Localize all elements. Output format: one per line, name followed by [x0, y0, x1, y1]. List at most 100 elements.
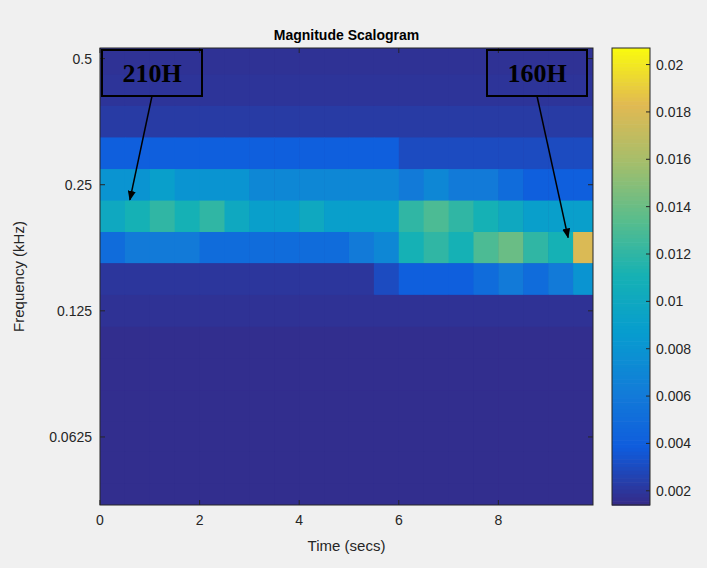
colorbar-swatch [612, 334, 650, 338]
colorbar-swatch [612, 379, 650, 383]
colorbar-swatch [612, 326, 650, 330]
cell [324, 263, 349, 295]
cell [324, 484, 349, 505]
colorbar-swatch [612, 117, 650, 121]
cell [374, 484, 399, 505]
colorbar-swatch [612, 82, 650, 86]
cell [224, 232, 249, 264]
colorbar-swatch [612, 197, 650, 201]
colorbar-swatch [612, 242, 650, 246]
cell [324, 106, 349, 138]
cell [324, 327, 349, 359]
colorbar-swatch [612, 174, 650, 178]
cell [249, 359, 274, 391]
colorbar-tick-label: 0.02 [656, 57, 683, 73]
colorbar-swatch [612, 113, 650, 117]
cell [224, 484, 249, 505]
cell [224, 169, 249, 201]
cell [150, 295, 175, 327]
colorbar-swatch [612, 303, 650, 307]
cell [548, 327, 573, 359]
cell [399, 137, 424, 169]
cell [299, 201, 324, 233]
colorbar-swatch [612, 406, 650, 410]
cell [274, 295, 299, 327]
cell [299, 106, 324, 138]
colorbar-swatch [612, 395, 650, 399]
cell [200, 48, 225, 75]
cell [200, 137, 225, 169]
colorbar-swatch [612, 212, 650, 216]
colorbar-swatch [612, 429, 650, 433]
cell [200, 106, 225, 138]
colorbar-swatch [612, 337, 650, 341]
colorbar-tick [646, 443, 650, 444]
cell [424, 263, 449, 295]
y-tick-label: 0.0625 [49, 429, 92, 445]
cell [374, 74, 399, 106]
cell [399, 232, 424, 264]
cell [150, 359, 175, 391]
cell [249, 201, 274, 233]
cell [548, 106, 573, 138]
colorbar-swatch [612, 155, 650, 159]
cell [573, 359, 593, 391]
cell [150, 452, 175, 484]
cell [374, 201, 399, 233]
cell [573, 263, 593, 295]
cell [424, 484, 449, 505]
cell [449, 452, 474, 484]
y-tick [588, 58, 593, 59]
colorbar-swatch [612, 307, 650, 311]
colorbar-swatch [612, 417, 650, 421]
cell [150, 201, 175, 233]
x-tick-label: 8 [494, 512, 502, 528]
colorbar-tick-label: 0.008 [656, 341, 691, 357]
cell [175, 484, 200, 505]
colorbar-swatch [612, 71, 650, 75]
cell [374, 422, 399, 453]
cell [473, 422, 498, 453]
cell [224, 390, 249, 422]
cell [498, 106, 523, 138]
colorbar-swatch [612, 204, 650, 208]
cell [523, 169, 548, 201]
cell [299, 263, 324, 295]
colorbar-swatch [612, 490, 650, 494]
cell [523, 484, 548, 505]
cell [498, 137, 523, 169]
colorbar-swatch [612, 170, 650, 174]
cell [324, 295, 349, 327]
cell [424, 327, 449, 359]
cell [200, 484, 225, 505]
cell [399, 169, 424, 201]
colorbar-swatch [612, 139, 650, 143]
cell [274, 390, 299, 422]
cell [274, 452, 299, 484]
colorbar-swatch [612, 364, 650, 368]
colorbar-swatch [612, 78, 650, 82]
colorbar-swatch [612, 208, 650, 212]
cell [523, 295, 548, 327]
cell [424, 422, 449, 453]
colorbar-tick [646, 159, 650, 160]
cell [573, 327, 593, 359]
cell [200, 295, 225, 327]
cell [473, 232, 498, 264]
cell [349, 422, 374, 453]
cell [349, 452, 374, 484]
cell [449, 359, 474, 391]
cell [150, 327, 175, 359]
cell [473, 295, 498, 327]
cell [100, 422, 125, 453]
cell [349, 295, 374, 327]
colorbar-tick [646, 301, 650, 302]
cell [200, 327, 225, 359]
cell [200, 169, 225, 201]
cell [150, 106, 175, 138]
colorbar-swatch [612, 158, 650, 162]
cell [349, 201, 374, 233]
colorbar-swatch [612, 288, 650, 292]
cell [100, 484, 125, 505]
cell [324, 422, 349, 453]
